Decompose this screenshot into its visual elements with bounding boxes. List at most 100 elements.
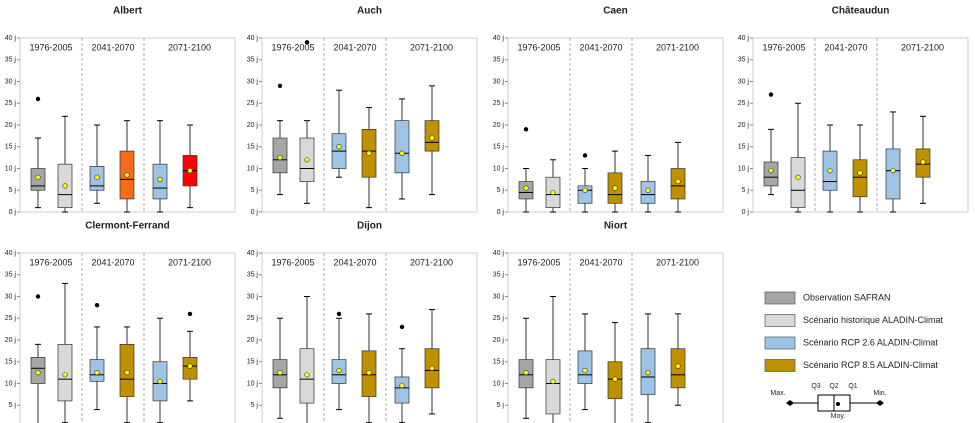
period-label: 1976-2005 bbox=[29, 257, 72, 267]
legend-label: Scénario historique ALADIN-Climat bbox=[803, 315, 944, 325]
y-tick-label: 40 j bbox=[493, 35, 505, 42]
y-tick-label: 30 j bbox=[247, 78, 259, 85]
period-label: 2071-2100 bbox=[656, 42, 699, 52]
y-tick-label: 5 j bbox=[497, 187, 505, 194]
mean bbox=[366, 150, 372, 156]
mean bbox=[124, 370, 130, 376]
y-tick-label: 35 j bbox=[5, 272, 17, 279]
y-tick-label: 30 j bbox=[5, 293, 17, 300]
mean bbox=[94, 370, 100, 376]
box bbox=[763, 161, 779, 187]
box bbox=[394, 376, 410, 404]
key-label: Q2 bbox=[829, 383, 838, 390]
y-tick-label: 25 j bbox=[247, 315, 259, 322]
period-label: 1976-2005 bbox=[517, 42, 560, 52]
y-tick-label: 10 j bbox=[247, 380, 259, 387]
y-tick-label: 35 j bbox=[247, 272, 259, 279]
mean bbox=[645, 370, 651, 376]
y-tick-label: 30 j bbox=[493, 78, 505, 85]
mean bbox=[795, 174, 801, 180]
y-tick-label: 35 j bbox=[5, 57, 17, 64]
mean bbox=[187, 168, 193, 174]
panel-title: Caen bbox=[603, 6, 627, 17]
mean bbox=[366, 370, 372, 376]
y-tick-label: 15 j bbox=[493, 359, 505, 366]
mean bbox=[157, 176, 163, 182]
period-label: 2071-2100 bbox=[410, 257, 453, 267]
y-tick-label: 30 j bbox=[5, 78, 17, 85]
mean bbox=[827, 168, 833, 174]
mean bbox=[304, 157, 310, 163]
y-tick-label: 40 j bbox=[247, 250, 259, 257]
period-label: 2041-2070 bbox=[91, 257, 134, 267]
outlier bbox=[523, 127, 529, 132]
mean bbox=[277, 155, 283, 161]
period-label: 1976-2005 bbox=[762, 42, 805, 52]
legend-label: Scénario RCP 8.5 ALADIN-Climat bbox=[803, 360, 938, 370]
y-tick-label: 25 j bbox=[5, 315, 17, 322]
box bbox=[790, 157, 806, 209]
period-label: 2041-2070 bbox=[91, 42, 134, 52]
outlier bbox=[768, 92, 774, 97]
y-tick-label: 25 j bbox=[493, 100, 505, 107]
mean bbox=[94, 174, 100, 180]
y-tick-label: 20 j bbox=[247, 337, 259, 344]
legend-label: Observation SAFRAN bbox=[803, 292, 891, 302]
mean bbox=[336, 144, 342, 150]
panel-title: Châteaudun bbox=[832, 6, 890, 17]
y-tick-label: 15 j bbox=[247, 144, 259, 151]
y-tick-label: 25 j bbox=[247, 100, 259, 107]
y-tick-label: 25 j bbox=[738, 100, 750, 107]
y-tick-label: 40 j bbox=[493, 250, 505, 257]
y-tick-label: 35 j bbox=[493, 272, 505, 279]
y-tick-label: 10 j bbox=[5, 380, 17, 387]
legend-swatch bbox=[764, 336, 796, 350]
box bbox=[577, 350, 593, 384]
mean bbox=[857, 170, 863, 176]
mean bbox=[612, 376, 618, 382]
mean bbox=[62, 183, 68, 189]
period-label: 2041-2070 bbox=[333, 42, 376, 52]
period-label: 2041-2070 bbox=[579, 42, 622, 52]
y-tick-label: 20 j bbox=[247, 122, 259, 129]
box bbox=[885, 148, 901, 200]
mean bbox=[550, 189, 556, 196]
y-tick-label: 25 j bbox=[5, 100, 17, 107]
panel-title: Dijon bbox=[357, 221, 382, 232]
y-tick-label: 5 j bbox=[251, 187, 259, 194]
outlier bbox=[399, 324, 405, 330]
plot-frame bbox=[261, 252, 478, 423]
mean bbox=[277, 370, 283, 376]
y-tick-label: 5 j bbox=[251, 402, 259, 409]
mean bbox=[35, 370, 41, 376]
y-tick-label: 20 j bbox=[493, 337, 505, 344]
panel-title: Niort bbox=[604, 221, 628, 232]
y-tick-label: 40 j bbox=[5, 35, 17, 42]
key-mean bbox=[836, 402, 840, 406]
y-tick-label: 40 j bbox=[738, 35, 750, 42]
period-label: 2041-2070 bbox=[824, 42, 867, 52]
mean bbox=[124, 172, 130, 178]
period-label: 1976-2005 bbox=[517, 257, 560, 267]
mean bbox=[645, 187, 651, 193]
y-tick-label: 15 j bbox=[5, 144, 17, 151]
y-tick-label: 5 j bbox=[9, 187, 17, 194]
outlier bbox=[94, 303, 100, 308]
y-tick-label: 10 j bbox=[738, 165, 750, 172]
mean bbox=[890, 168, 896, 174]
y-tick-label: 20 j bbox=[5, 337, 17, 344]
key-label: Min. bbox=[873, 390, 886, 397]
y-tick-label: 25 j bbox=[493, 315, 505, 322]
y-tick-label: 35 j bbox=[738, 57, 750, 64]
mean bbox=[523, 185, 529, 191]
mean bbox=[920, 159, 926, 165]
box bbox=[394, 120, 410, 174]
y-tick-label: 15 j bbox=[5, 359, 17, 366]
legend-swatch bbox=[764, 314, 796, 327]
period-label: 2071-2100 bbox=[656, 257, 699, 267]
outlier bbox=[582, 153, 588, 158]
mean bbox=[550, 378, 556, 384]
outlier bbox=[304, 40, 310, 45]
y-tick-label: 30 j bbox=[493, 293, 505, 300]
